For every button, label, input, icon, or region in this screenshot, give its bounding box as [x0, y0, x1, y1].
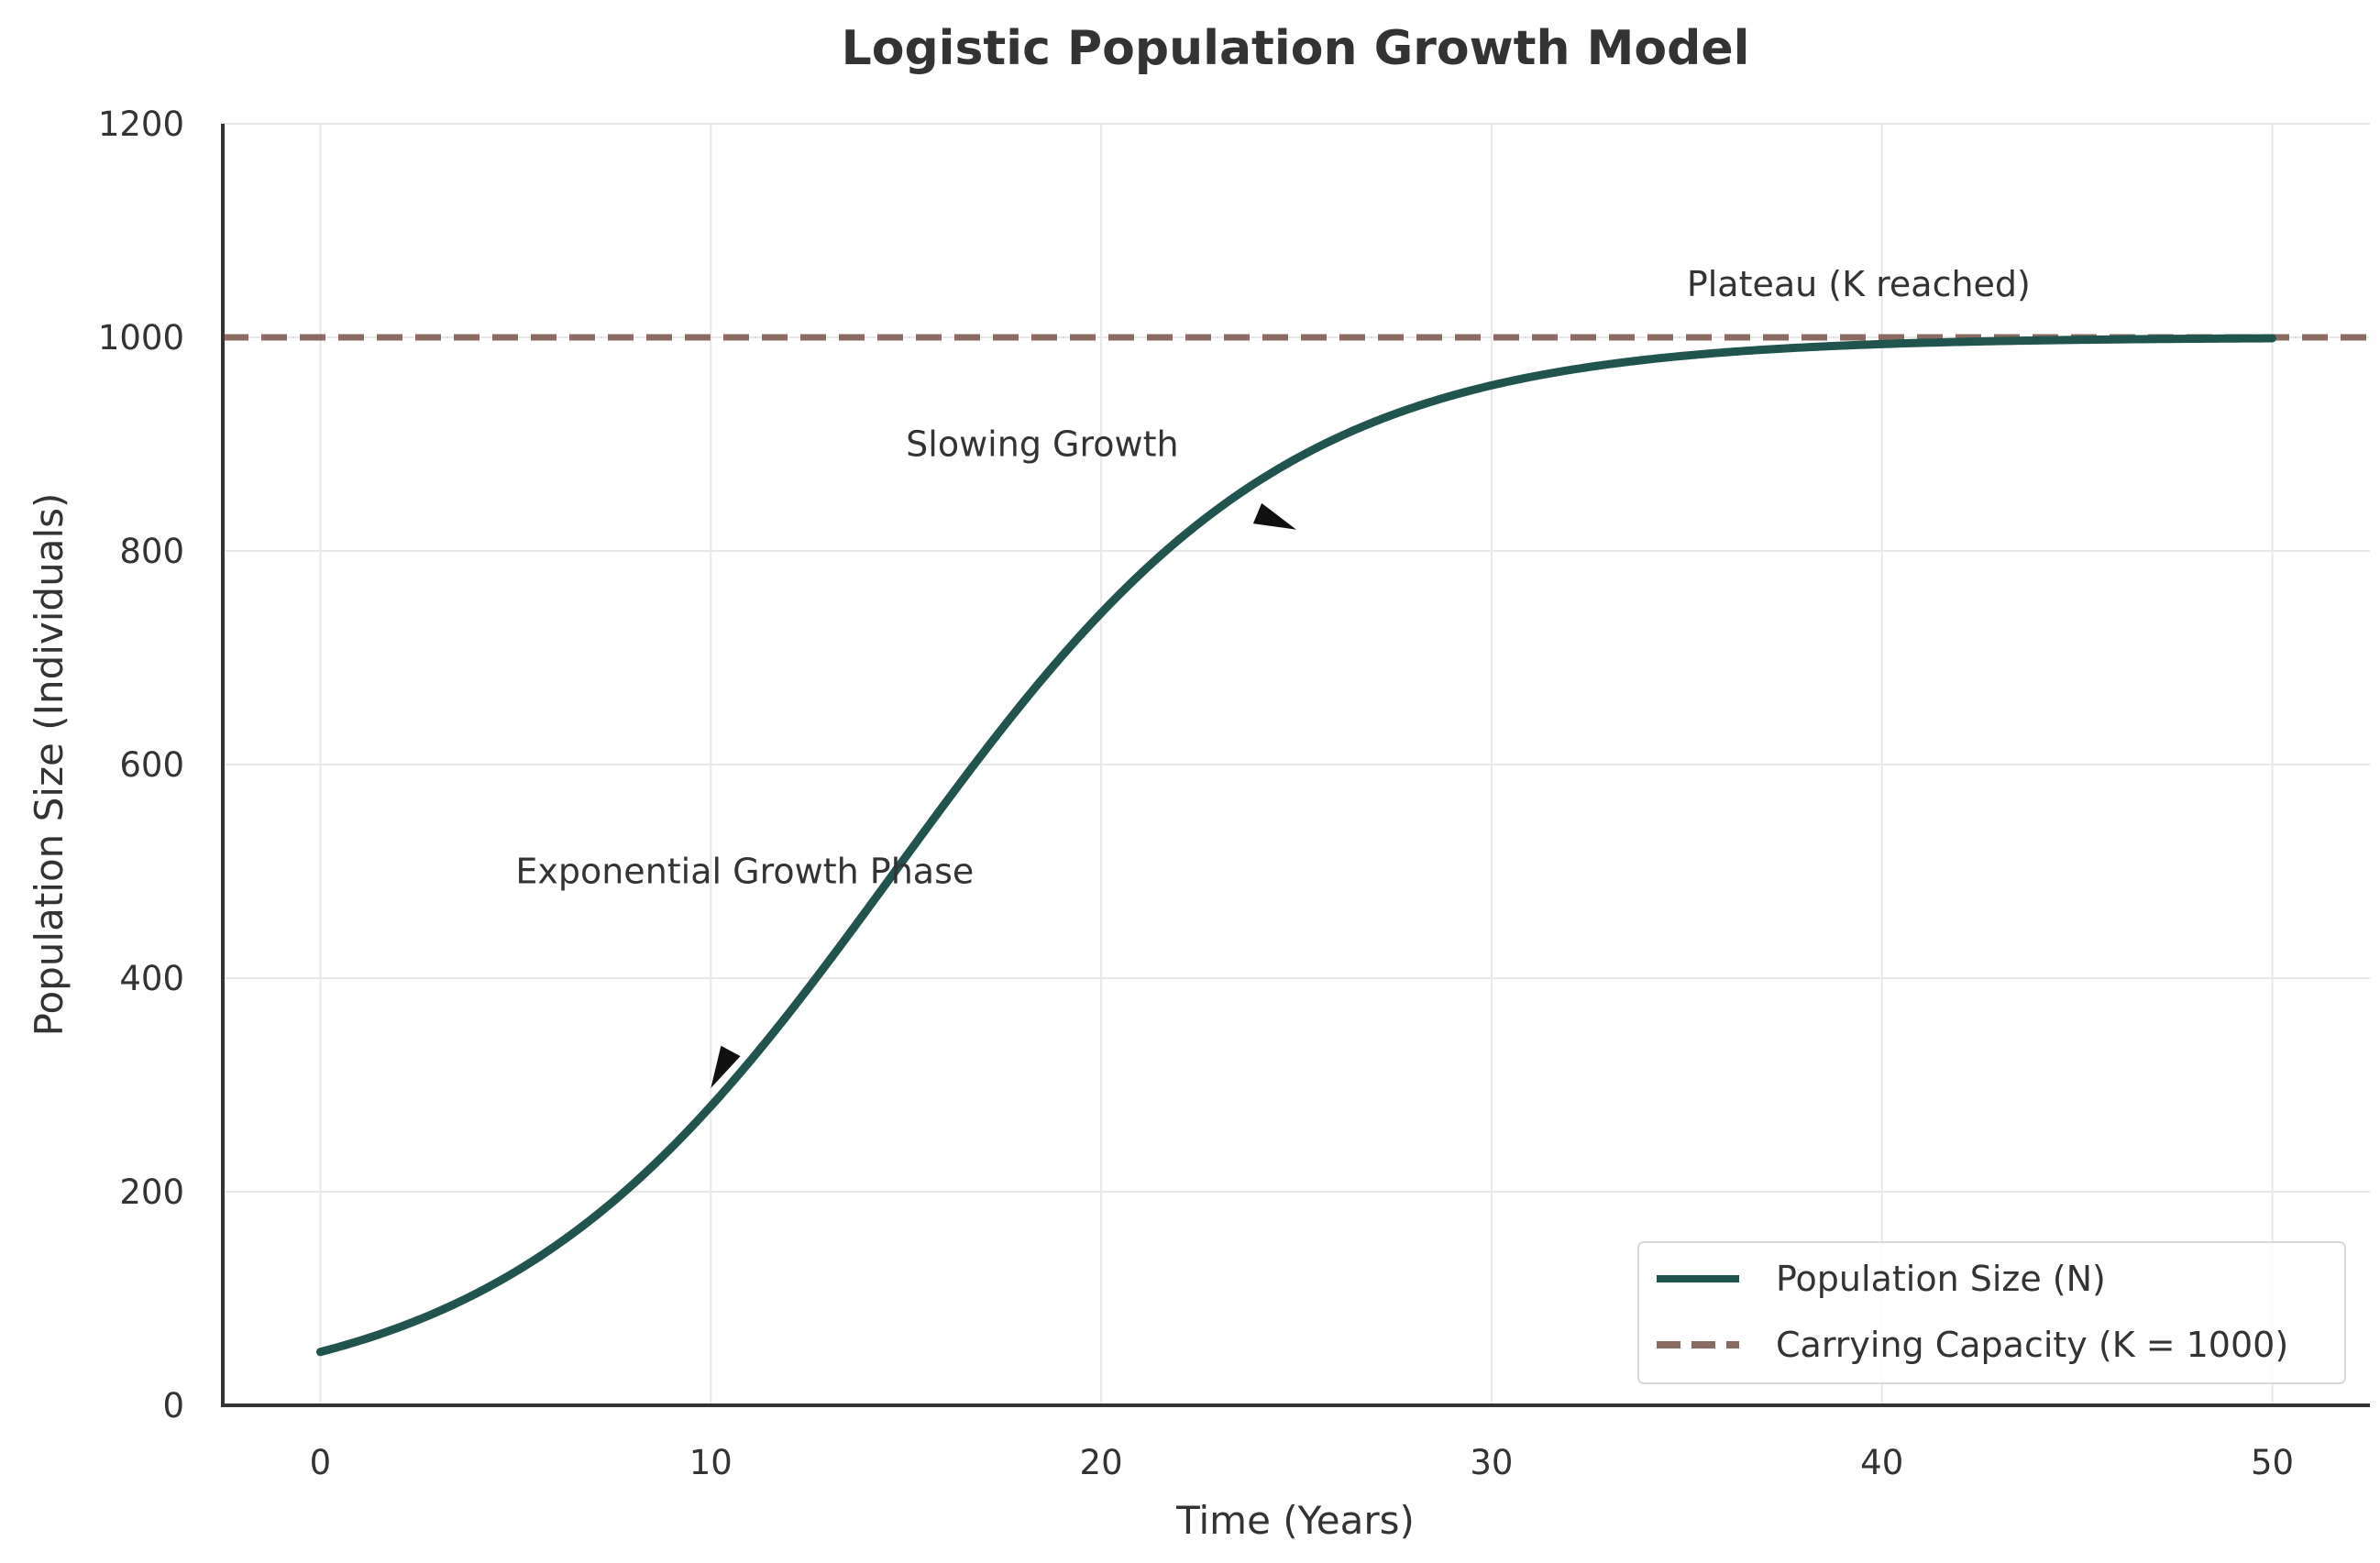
legend-label: Population Size (N): [1776, 1259, 2106, 1299]
y-tick-label: 400: [119, 959, 184, 998]
y-tick-label: 1000: [98, 318, 184, 358]
annotation-label: Plateau (K reached): [1687, 264, 2031, 304]
annotation-arrow-head: [711, 1045, 741, 1088]
x-tick-label: 40: [1860, 1443, 1903, 1482]
y-tick-label: 1200: [98, 105, 184, 144]
x-tick-label: 30: [1470, 1443, 1513, 1482]
x-tick-label: 10: [689, 1443, 733, 1482]
legend-label: Carrying Capacity (K = 1000): [1776, 1325, 2288, 1365]
y-axis-label: Population Size (Individuals): [27, 493, 72, 1037]
y-tick-label: 0: [162, 1386, 184, 1425]
x-axis-label: Time (Years): [1175, 1498, 1415, 1543]
axes: [221, 124, 2370, 1407]
annotation-label: Exponential Growth Phase: [515, 852, 974, 892]
y-tick-label: 200: [119, 1172, 184, 1212]
grid: [223, 123, 2370, 1406]
x-tick-label: 50: [2251, 1443, 2294, 1482]
chart-title: Logistic Population Growth Model: [842, 21, 1750, 76]
legend-box: [1637, 1241, 2346, 1384]
annotation-label: Slowing Growth: [906, 424, 1178, 465]
legend: Population Size (N) Carrying Capacity (K …: [1637, 1241, 2346, 1384]
y-tick-label: 800: [119, 532, 184, 571]
y-tick-label: 600: [119, 745, 184, 785]
annotation-arrow-head: [1252, 502, 1296, 530]
x-tick-label: 0: [310, 1443, 332, 1482]
annotations: Exponential Growth Phase Slowing Growth Pl…: [515, 264, 2031, 1090]
tick-labels: 0 10 20 30 40 50 0 200 400 600 800 1000 1200: [98, 105, 2294, 1482]
population-series: [315, 334, 2277, 1357]
x-tick-label: 20: [1080, 1443, 1123, 1482]
population-line: [315, 334, 2277, 1357]
